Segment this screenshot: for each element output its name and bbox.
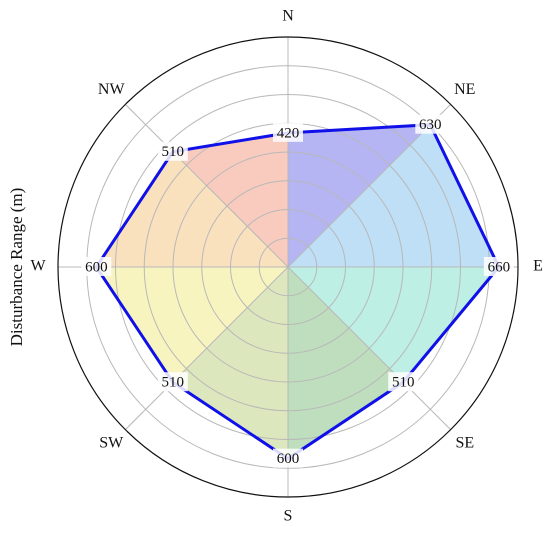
direction-label-ne: NE	[454, 81, 475, 98]
value-label-box	[483, 257, 514, 276]
value-label-ne: 630	[419, 117, 442, 133]
value-label-box	[273, 122, 303, 142]
value-label-box	[388, 372, 419, 392]
value-label-nw: 510	[162, 144, 185, 160]
spoke-se	[287, 266, 451, 430]
value-label-group: 630	[415, 114, 446, 134]
direction-labels: N NE E SE S SW W NW	[30, 8, 542, 525]
sector-s	[172, 267, 288, 459]
value-label-group: 600	[273, 448, 303, 468]
value-label-e: 660	[488, 259, 511, 275]
direction-label-e: E	[533, 258, 543, 275]
sector-sw	[96, 267, 288, 383]
value-labels: 420 630 660 510 600 510 600 510	[81, 114, 514, 468]
value-label-group: 510	[157, 372, 188, 392]
outer-ring	[57, 36, 519, 498]
sector-w	[96, 151, 288, 267]
value-label-box	[81, 257, 112, 276]
value-label-group: 420	[273, 122, 303, 142]
y-axis-label: Disturbance Range (m)	[7, 188, 26, 347]
value-label-w: 600	[85, 259, 108, 275]
sector-e	[288, 267, 499, 383]
value-label-group: 660	[483, 257, 514, 276]
value-label-group: 600	[81, 257, 112, 276]
sector-layer	[96, 124, 499, 459]
direction-label-nw: NW	[98, 81, 126, 98]
spoke-sw	[125, 266, 289, 430]
direction-label-n: N	[282, 8, 294, 25]
spoke-nw	[125, 104, 289, 268]
value-label-box	[273, 448, 303, 468]
sector-se	[288, 267, 404, 459]
value-label-box	[415, 114, 446, 134]
value-label-box	[157, 141, 188, 161]
spoke-layer	[58, 37, 518, 497]
value-label-group: 510	[157, 141, 188, 161]
direction-label-w: W	[30, 258, 46, 275]
direction-label-s: S	[284, 508, 293, 525]
value-label-sw: 510	[162, 375, 185, 391]
direction-label-se: SE	[455, 434, 474, 451]
direction-label-sw: SW	[99, 434, 124, 451]
value-label-n: 420	[277, 125, 300, 141]
value-label-group: 510	[388, 372, 419, 392]
value-label-box	[157, 372, 188, 392]
sector-nw	[172, 132, 288, 267]
value-label-s: 600	[277, 451, 300, 467]
value-label-se: 510	[392, 375, 415, 391]
